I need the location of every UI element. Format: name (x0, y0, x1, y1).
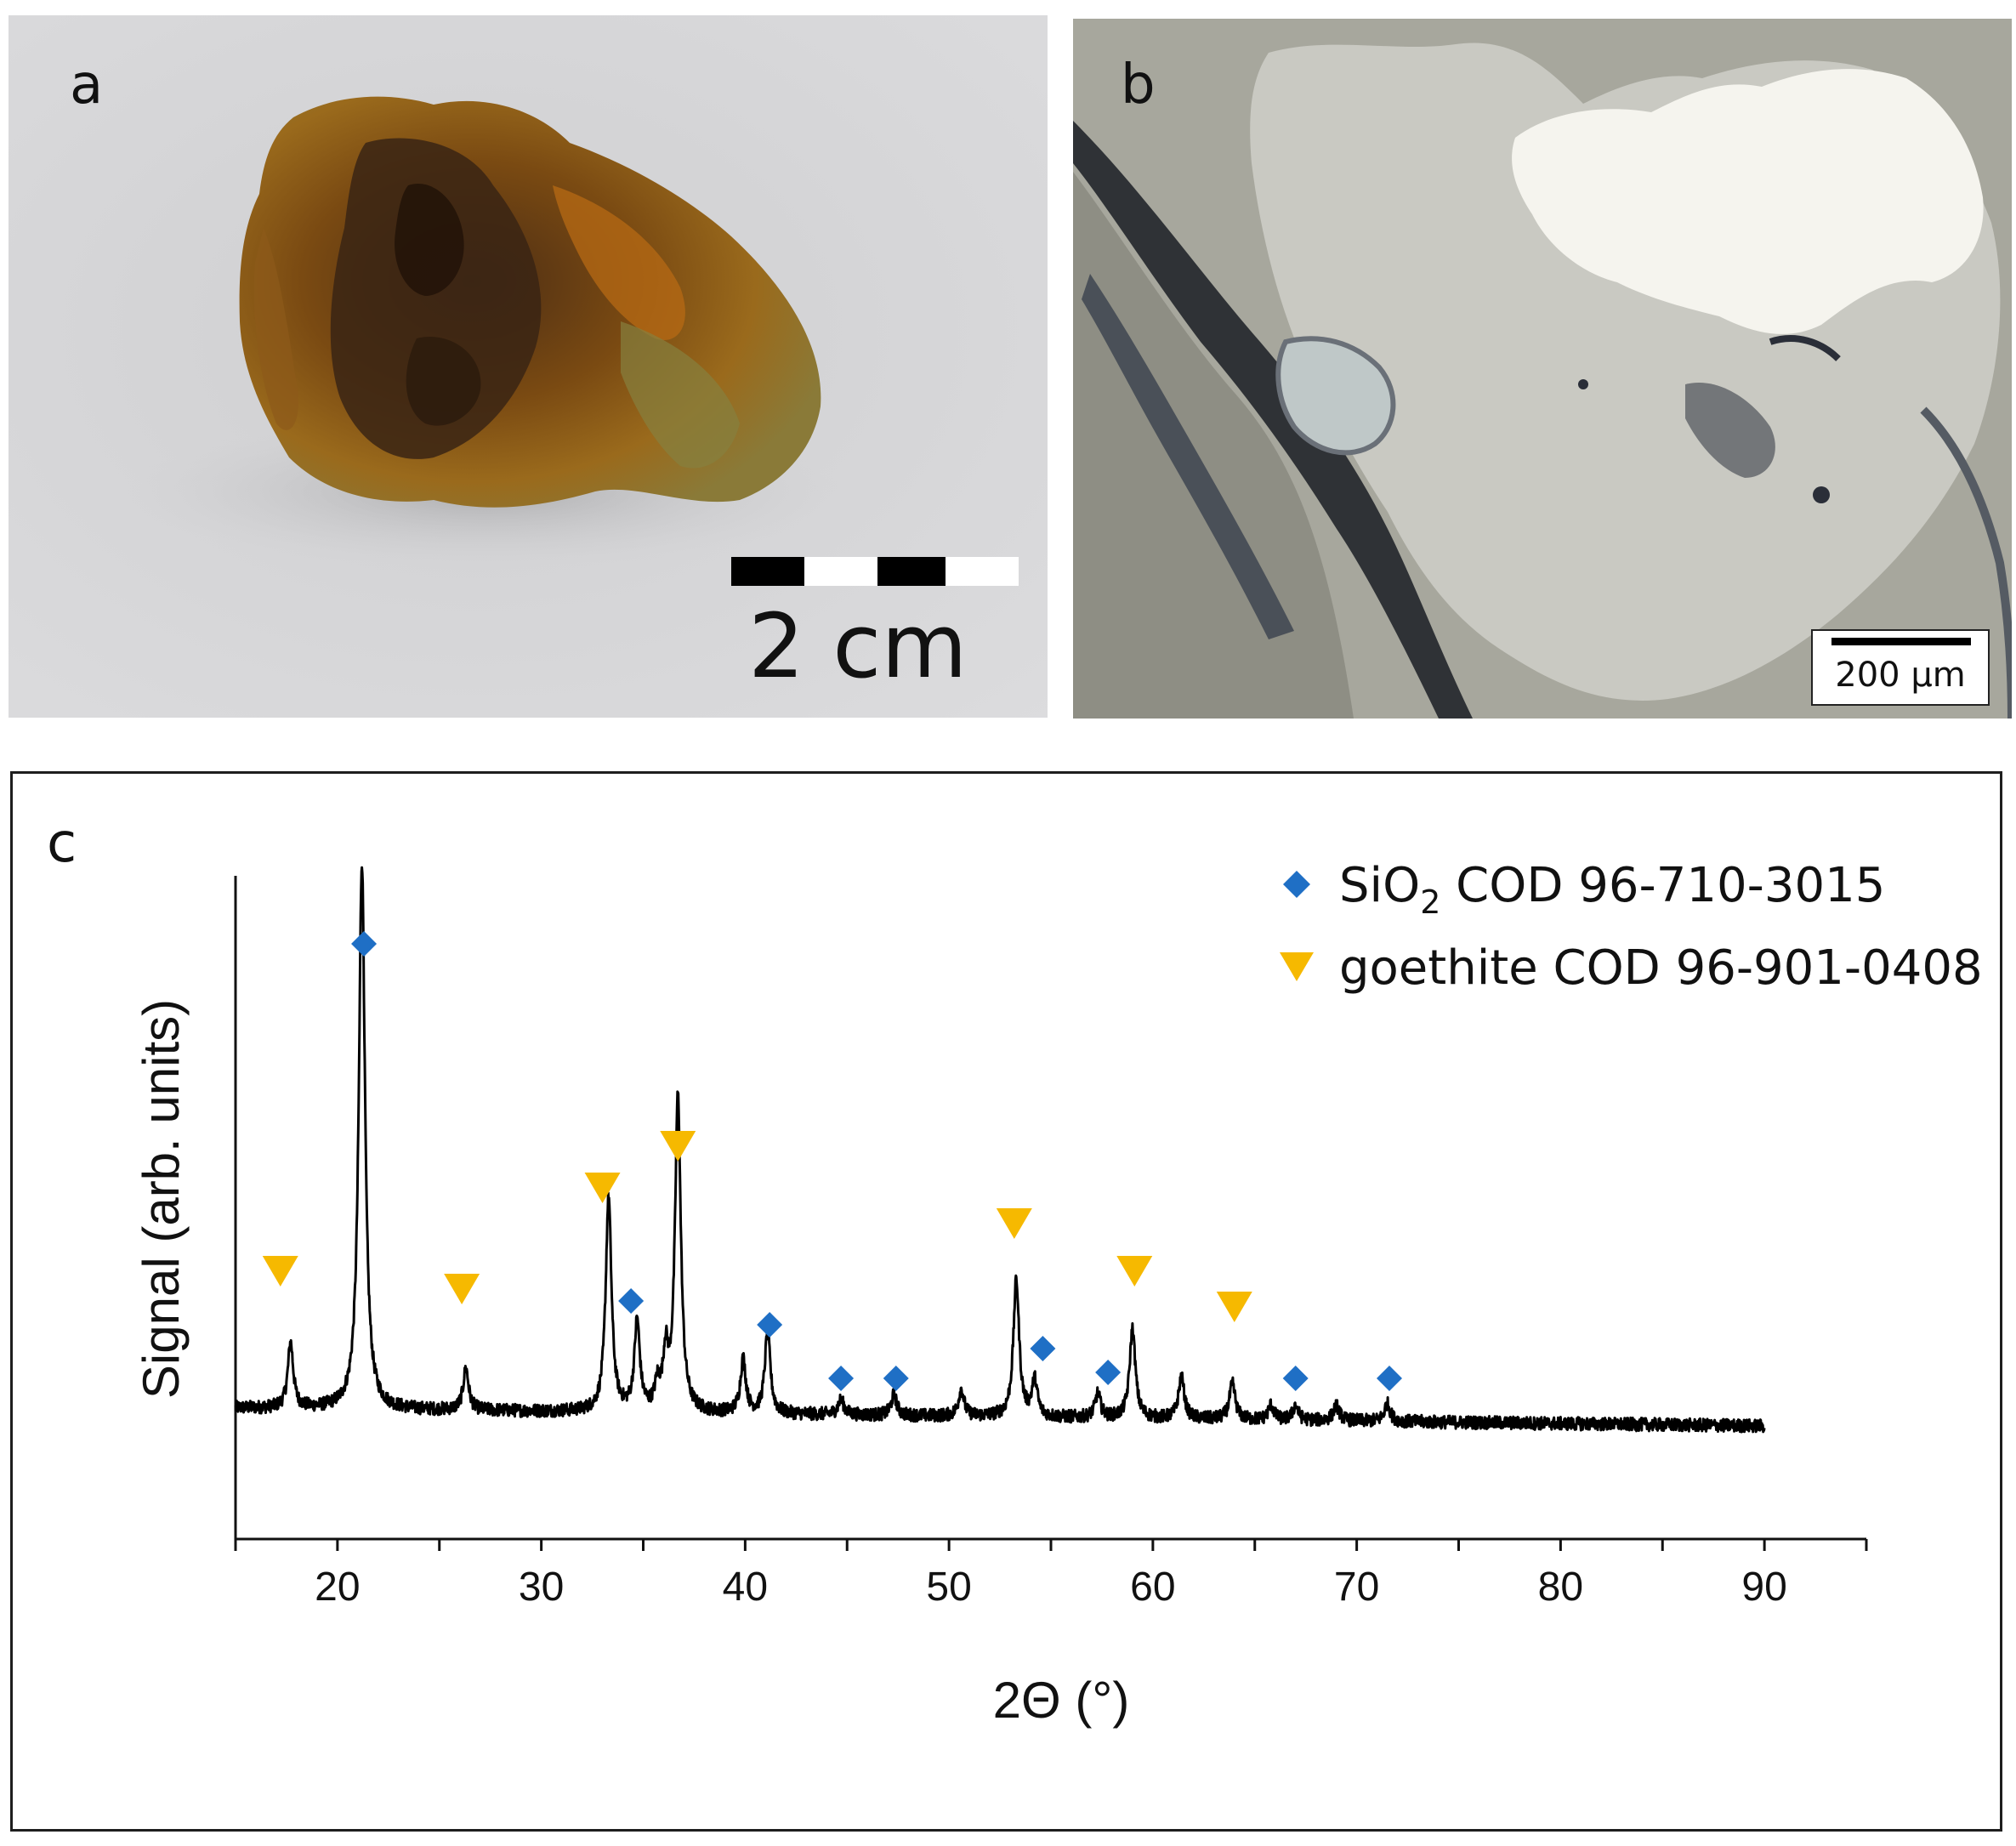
panel-c-xrd-chart: c 20 30 40 50 60 70 80 90 2Θ (°) Signal (arb. uni… (10, 771, 2002, 1832)
x-tick-label: 70 (1334, 1565, 1379, 1610)
chart-axes: 20 30 40 50 60 70 80 90 2Θ (°) Signal (arb. units… (133, 876, 1868, 1729)
x-tick-label: 50 (926, 1565, 971, 1610)
panel-b-micrograph: b 200 µm (1073, 19, 2012, 719)
scale-bar-200um-line (1831, 638, 1971, 645)
x-tick-label: 30 (519, 1565, 564, 1610)
sio2-marker (1095, 1360, 1122, 1385)
panel-b-label: b (1121, 54, 1156, 116)
x-tick-label: 60 (1130, 1565, 1175, 1610)
sio2-marker (1282, 1366, 1309, 1391)
x-tick-label: 90 (1741, 1565, 1786, 1610)
goethite-marker (1116, 1256, 1153, 1287)
chart-markers (262, 931, 1402, 1391)
legend-sio2-marker (1283, 871, 1310, 898)
micrograph-image (1073, 19, 2012, 719)
scale-bar-2cm-label: 2 cm (748, 594, 968, 698)
x-tick-label: 80 (1538, 1565, 1583, 1610)
goethite-marker (262, 1256, 298, 1287)
goethite-marker (584, 1173, 621, 1203)
goethite-marker (996, 1208, 1032, 1239)
panel-a-label: a (70, 54, 104, 116)
scale-bar-200um: 200 µm (1811, 629, 1990, 706)
goethite-marker (444, 1274, 480, 1304)
x-tick-label: 40 (723, 1565, 768, 1610)
sio2-marker (618, 1288, 645, 1314)
scale-bar-200um-label: 200 µm (1835, 656, 1966, 695)
sio2-marker (757, 1312, 783, 1338)
x-axis-title: 2Θ (°) (993, 1672, 1130, 1729)
legend-sio2-label: SiO2 COD 96-710-3015 (1339, 858, 1885, 921)
sio2-marker (1376, 1366, 1402, 1391)
sio2-marker (828, 1366, 855, 1391)
xrd-chart: 20 30 40 50 60 70 80 90 2Θ (°) Signal (arb. units… (133, 858, 1983, 1729)
panel-c-label: c (47, 812, 77, 875)
chart-trace-group (234, 866, 1766, 1434)
sio2-marker (883, 1366, 909, 1391)
sio2-marker (351, 931, 378, 957)
legend-goethite-marker (1280, 952, 1314, 981)
xrd-trace-line (234, 866, 1766, 1434)
panel-a-photo: a 2 cm (9, 15, 1048, 718)
goethite-marker (1216, 1292, 1252, 1322)
x-tick-label: 20 (315, 1565, 360, 1610)
legend-goethite-label: goethite COD 96-901-0408 (1339, 940, 1983, 996)
y-axis-title: Signal (arb. units) (133, 999, 190, 1399)
chart-legend: SiO2 COD 96-710-3015 goethite COD 96-901-… (1280, 858, 1983, 996)
specimen-photo (9, 15, 1048, 718)
sio2-marker (1030, 1336, 1056, 1361)
goethite-marker (660, 1131, 696, 1162)
